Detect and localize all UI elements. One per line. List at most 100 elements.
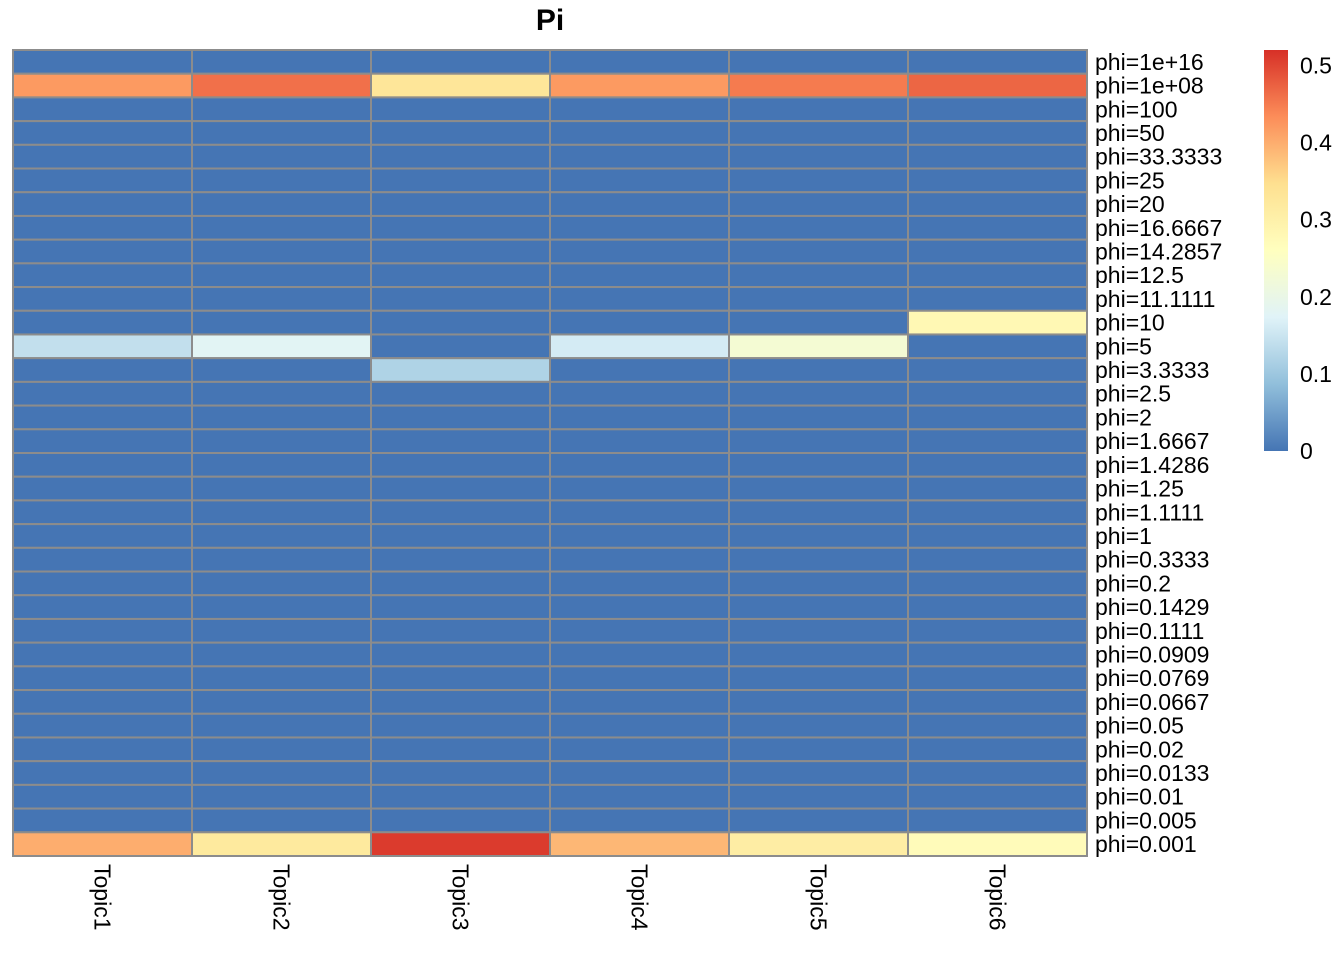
- heatmap-cell: [370, 143, 551, 170]
- heatmap-cell: [549, 475, 730, 502]
- heatmap-cell: [728, 831, 909, 858]
- heatmap-cell: [549, 357, 730, 383]
- heatmap-cell: [12, 191, 193, 217]
- heatmap-cell: [191, 783, 372, 810]
- heatmap-cell: [191, 570, 372, 597]
- row-label: phi=0.1429: [1095, 594, 1209, 620]
- legend-tick-label: 0.2: [1300, 284, 1332, 310]
- heatmap-cell: [191, 167, 372, 194]
- heatmap-cell: [12, 641, 193, 668]
- heatmap-cell: [191, 96, 372, 123]
- heatmap-cell: [370, 831, 551, 858]
- heatmap-cell: [907, 72, 1088, 99]
- heatmap-cell: [370, 262, 551, 289]
- heatmap-cell: [907, 499, 1088, 526]
- heatmap-cell: [907, 428, 1088, 455]
- heatmap-cell: [549, 783, 730, 810]
- heatmap-cell: [907, 641, 1088, 668]
- heatmap-cell: [549, 238, 730, 265]
- heatmap-cell: [12, 475, 193, 502]
- heatmap-cell: [12, 783, 193, 810]
- heatmap-cell: [370, 380, 551, 407]
- heatmap-cell: [907, 831, 1088, 858]
- heatmap-cell: [191, 499, 372, 526]
- heatmap-cell: [728, 286, 909, 312]
- heatmap-cell: [12, 262, 193, 289]
- heatmap-cell: [549, 214, 730, 241]
- heatmap-cell: [12, 49, 193, 75]
- heatmap-cell: [370, 191, 551, 217]
- heatmap-cell: [549, 167, 730, 194]
- heatmap-cell: [191, 689, 372, 715]
- heatmap-cell: [191, 143, 372, 170]
- heatmap-cell: [370, 120, 551, 146]
- heatmap-cell: [549, 689, 730, 715]
- heatmap-cell: [370, 641, 551, 668]
- heatmap-cell: [907, 807, 1088, 834]
- heatmap-cell: [907, 309, 1088, 336]
- heatmap-cell: [191, 475, 372, 502]
- row-label: phi=0.0667: [1095, 689, 1209, 715]
- column-label: Topic2: [269, 864, 295, 930]
- legend-tick-label: 0.5: [1300, 52, 1332, 78]
- heatmap-cell: [907, 523, 1088, 549]
- row-label: phi=11.1111: [1095, 286, 1215, 312]
- row-label: phi=1: [1095, 523, 1152, 549]
- heatmap-cell: [191, 191, 372, 217]
- heatmap-cell: [370, 309, 551, 336]
- row-label: phi=1.25: [1095, 476, 1184, 502]
- heatmap-cell: [907, 96, 1088, 123]
- heatmap-cell: [191, 214, 372, 241]
- heatmap-cell: [370, 712, 551, 739]
- heatmap-cell: [728, 404, 909, 431]
- heatmap-cell: [728, 594, 909, 620]
- row-label: phi=0.001: [1095, 831, 1197, 857]
- row-label: phi=0.05: [1095, 713, 1184, 739]
- heatmap-cell: [370, 238, 551, 265]
- heatmap-cell: [907, 546, 1088, 573]
- heatmap-cell: [907, 760, 1088, 786]
- heatmap-cell: [370, 523, 551, 549]
- row-label: phi=0.005: [1095, 807, 1197, 833]
- heatmap-cell: [728, 546, 909, 573]
- heatmap-cell: [549, 760, 730, 786]
- heatmap-cell: [370, 428, 551, 455]
- heatmap-cell: [728, 760, 909, 786]
- heatmap-cell: [12, 594, 193, 620]
- row-label: phi=20: [1095, 191, 1165, 217]
- heatmap-cell: [549, 831, 730, 858]
- heatmap-cell: [191, 309, 372, 336]
- heatmap-cell: [907, 286, 1088, 312]
- heatmap-cell: [370, 286, 551, 312]
- heatmap-cell: [728, 309, 909, 336]
- heatmap-cell: [907, 665, 1088, 692]
- heatmap-cell: [191, 333, 372, 360]
- row-label: phi=25: [1095, 167, 1165, 193]
- heatmap-cell: [191, 641, 372, 668]
- column-label: Topic6: [985, 864, 1011, 930]
- row-label: phi=0.0909: [1095, 642, 1209, 668]
- heatmap-cell: [907, 475, 1088, 502]
- color-legend-bar: [1264, 50, 1288, 451]
- heatmap-cell: [370, 807, 551, 834]
- heatmap-cell: [907, 262, 1088, 289]
- heatmap-cell: [12, 357, 193, 383]
- heatmap-cell: [12, 499, 193, 526]
- column-label: Topic1: [90, 864, 116, 930]
- heatmap-cell: [12, 712, 193, 739]
- heatmap-cell: [728, 214, 909, 241]
- heatmap-cell: [12, 428, 193, 455]
- heatmap-cell: [728, 570, 909, 597]
- column-label: Topic4: [627, 864, 653, 931]
- heatmap-cell: [191, 72, 372, 99]
- heatmap-cell: [370, 760, 551, 786]
- heatmap-cell: [12, 143, 193, 170]
- row-label: phi=100: [1095, 96, 1178, 122]
- heatmap-cell: [549, 380, 730, 407]
- heatmap-cell: [12, 286, 193, 312]
- heatmap-cell: [191, 617, 372, 644]
- heatmap-cell: [728, 49, 909, 75]
- heatmap-cell: [728, 783, 909, 810]
- heatmap-cell: [728, 712, 909, 739]
